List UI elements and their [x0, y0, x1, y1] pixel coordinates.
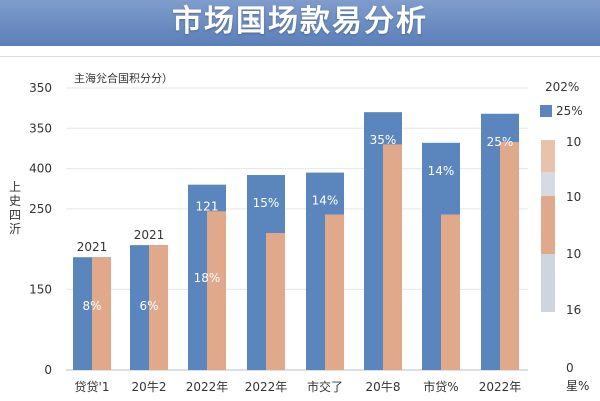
- bar-orange: [207, 211, 226, 370]
- right-tick-label: 10: [566, 190, 581, 204]
- y-tick-label: 250: [29, 202, 52, 216]
- right-axis-top-label: 202%: [545, 80, 580, 94]
- bar-orange: [441, 214, 460, 370]
- bar-orange: [383, 144, 402, 370]
- y-tick-label: 150: [29, 282, 52, 296]
- right-tick-label: 10: [566, 135, 581, 149]
- x-tick-label: 20牛8: [366, 379, 401, 394]
- right-tick-label: 0: [566, 361, 574, 375]
- y-tick-label: 400: [29, 162, 52, 176]
- x-tick-label: 2022年: [186, 380, 229, 394]
- bar-percent-label: 15%: [253, 196, 280, 210]
- bar-blue: [306, 172, 325, 370]
- right-strip-segment: [541, 140, 555, 172]
- right-tick-label: 星%: [566, 379, 589, 393]
- bar-value-label: 121: [196, 200, 219, 214]
- bar-percent-label: 35%: [370, 133, 397, 147]
- bar-blue: [188, 184, 207, 370]
- bar-blue: [247, 175, 266, 370]
- bar-top-label: 2021: [77, 240, 108, 254]
- page-title: 市场国场款易分析: [172, 4, 428, 39]
- bar-orange: [92, 257, 111, 370]
- x-tick-label: 20牛2: [132, 379, 167, 394]
- bar-orange: [325, 214, 344, 370]
- bar-percent-label: 8%: [82, 299, 101, 313]
- bar-percent-label: 18%: [194, 271, 221, 285]
- chart-subtitle: 主海兊合国积分分）: [74, 72, 173, 85]
- x-tick-label: 市交了: [307, 379, 343, 394]
- x-tick-label: 贷贷'1: [75, 380, 110, 394]
- legend-label: 25%: [556, 104, 583, 118]
- right-strip-segment: [541, 172, 555, 196]
- y-tick-label: 0: [44, 363, 52, 377]
- right-strip-segment: [541, 196, 555, 254]
- y-tick-label: 350: [29, 121, 52, 135]
- bar-orange: [266, 233, 285, 370]
- y-tick-label: 350: [29, 81, 52, 95]
- title-banner: [0, 0, 600, 46]
- bar-top-label: 2021: [134, 228, 165, 242]
- x-tick-label: 2022年: [245, 380, 288, 394]
- right-strip-segment: [541, 254, 555, 312]
- bar-percent-label: 6%: [139, 299, 158, 313]
- bar-percent-label: 14%: [312, 194, 339, 208]
- x-tick-label: 市贷%: [423, 379, 458, 394]
- bar-percent-label: 14%: [428, 164, 455, 178]
- legend: 25%: [540, 104, 583, 118]
- y-axis-label: 上史四沂: [8, 180, 21, 236]
- bar-blue: [73, 257, 92, 370]
- bar-orange: [149, 245, 168, 370]
- right-tick-label: 16: [566, 303, 581, 317]
- bar-blue: [130, 245, 149, 370]
- bar-blue: [364, 112, 383, 371]
- bar-orange: [500, 141, 519, 370]
- right-tick-label: 10: [566, 247, 581, 261]
- legend-swatch: [540, 105, 552, 117]
- x-tick-label: 2022年: [479, 380, 522, 394]
- bar-blue: [422, 142, 441, 370]
- bar-blue: [481, 113, 500, 370]
- bar-percent-label: 25%: [487, 135, 514, 149]
